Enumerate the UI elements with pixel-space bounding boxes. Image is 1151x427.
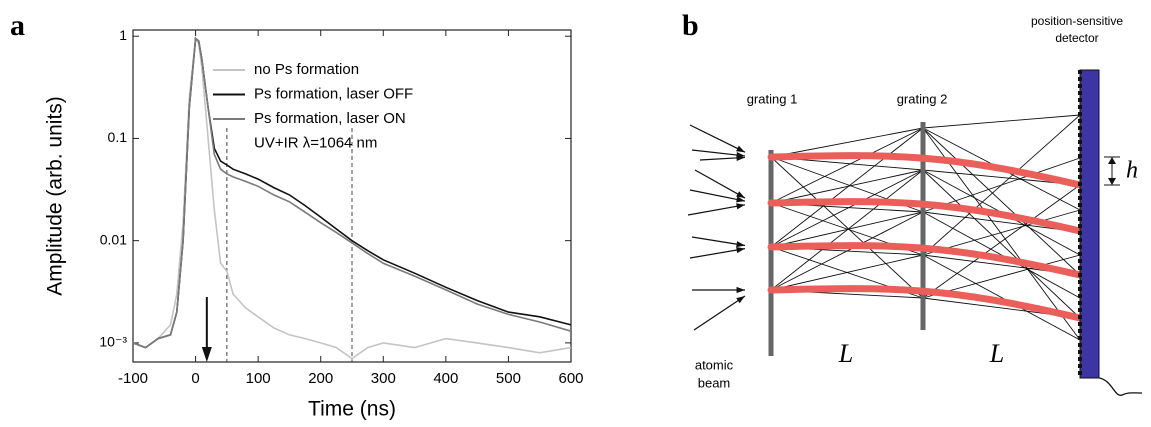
y-tick-label: 0.1 bbox=[108, 129, 128, 145]
ray bbox=[922, 114, 1081, 256]
beam-head bbox=[736, 203, 745, 210]
ray bbox=[770, 127, 924, 158]
diagram: position-sensitive detector grating 1 gr… bbox=[687, 14, 1143, 396]
x-tick-label: 200 bbox=[308, 370, 333, 387]
x-tick-label: 100 bbox=[246, 370, 271, 387]
h-arrow bbox=[1108, 157, 1116, 185]
beam bbox=[689, 248, 746, 259]
ray bbox=[922, 127, 1081, 276]
detector bbox=[1079, 69, 1100, 379]
detector-label: detector bbox=[1055, 31, 1098, 45]
beam bbox=[693, 295, 746, 331]
ray bbox=[770, 127, 924, 204]
h-label: h bbox=[1126, 158, 1138, 184]
beam-path bbox=[767, 152, 1084, 189]
legend-label: Ps formation, laser ON bbox=[254, 110, 406, 127]
beam-head bbox=[736, 154, 745, 162]
ray bbox=[770, 127, 924, 248]
ray bbox=[770, 211, 924, 291]
y-tick-label: 10⁻³ bbox=[99, 334, 127, 350]
x-tick-label: 0 bbox=[191, 370, 199, 387]
ray bbox=[770, 169, 924, 291]
data-line bbox=[132, 36, 572, 349]
y-tick-label: 0.01 bbox=[100, 231, 127, 247]
x-tick-label: -100 bbox=[118, 370, 148, 387]
annotation: UV+IR λ=1064 nm bbox=[254, 134, 377, 151]
panel-label: a bbox=[10, 9, 25, 42]
ray bbox=[770, 169, 924, 204]
ray bbox=[922, 254, 1081, 341]
detector-label: position-sensitive bbox=[1031, 14, 1123, 28]
beam-head bbox=[736, 191, 745, 199]
arrow-head bbox=[201, 347, 212, 362]
beam-path bbox=[767, 242, 1084, 279]
grating-label: grating 1 bbox=[747, 91, 798, 106]
ray bbox=[770, 156, 924, 299]
y-tick-label: 1 bbox=[119, 27, 127, 43]
legend-label: Ps formation, laser OFF bbox=[254, 85, 413, 102]
beam bbox=[689, 124, 746, 153]
legend-label: no Ps formation bbox=[254, 61, 359, 78]
ray bbox=[770, 254, 924, 291]
data-line bbox=[132, 36, 572, 360]
x-tick-label: 300 bbox=[371, 370, 396, 387]
grating-label: grating 2 bbox=[897, 91, 948, 106]
x-axis-label: Time (ns) bbox=[308, 398, 396, 421]
ray bbox=[922, 169, 1081, 319]
beam-head bbox=[736, 296, 745, 304]
source-label: atomic bbox=[695, 357, 734, 372]
distance-label: L bbox=[989, 339, 1004, 368]
distance-label: L bbox=[838, 339, 853, 368]
source-label: beam bbox=[698, 375, 731, 390]
panel-label: b bbox=[682, 9, 699, 42]
ray bbox=[770, 169, 924, 248]
beam-head bbox=[736, 145, 745, 153]
beam bbox=[691, 236, 746, 247]
beam bbox=[694, 169, 746, 199]
beam-path bbox=[767, 198, 1084, 235]
beam bbox=[689, 189, 746, 202]
x-tick-label: 500 bbox=[496, 370, 521, 387]
beam bbox=[687, 204, 746, 216]
beam-head bbox=[736, 241, 745, 248]
beam-head bbox=[736, 286, 745, 294]
chart: -100 0 100 200 300 400 500 600 10⁻³ 0.01 0.1 1 Time … bbox=[44, 27, 584, 421]
beam-head bbox=[736, 196, 745, 203]
ray bbox=[922, 114, 1081, 129]
ray bbox=[922, 184, 1081, 299]
beam-path bbox=[767, 285, 1084, 322]
y-axis-label: Amplitude (arb. units) bbox=[44, 96, 67, 296]
cable bbox=[1098, 377, 1143, 396]
beam bbox=[691, 149, 746, 157]
x-tick-label: 600 bbox=[558, 370, 583, 387]
x-tick-label: 400 bbox=[433, 370, 458, 387]
beam-head bbox=[736, 247, 745, 254]
ray bbox=[922, 211, 1081, 299]
